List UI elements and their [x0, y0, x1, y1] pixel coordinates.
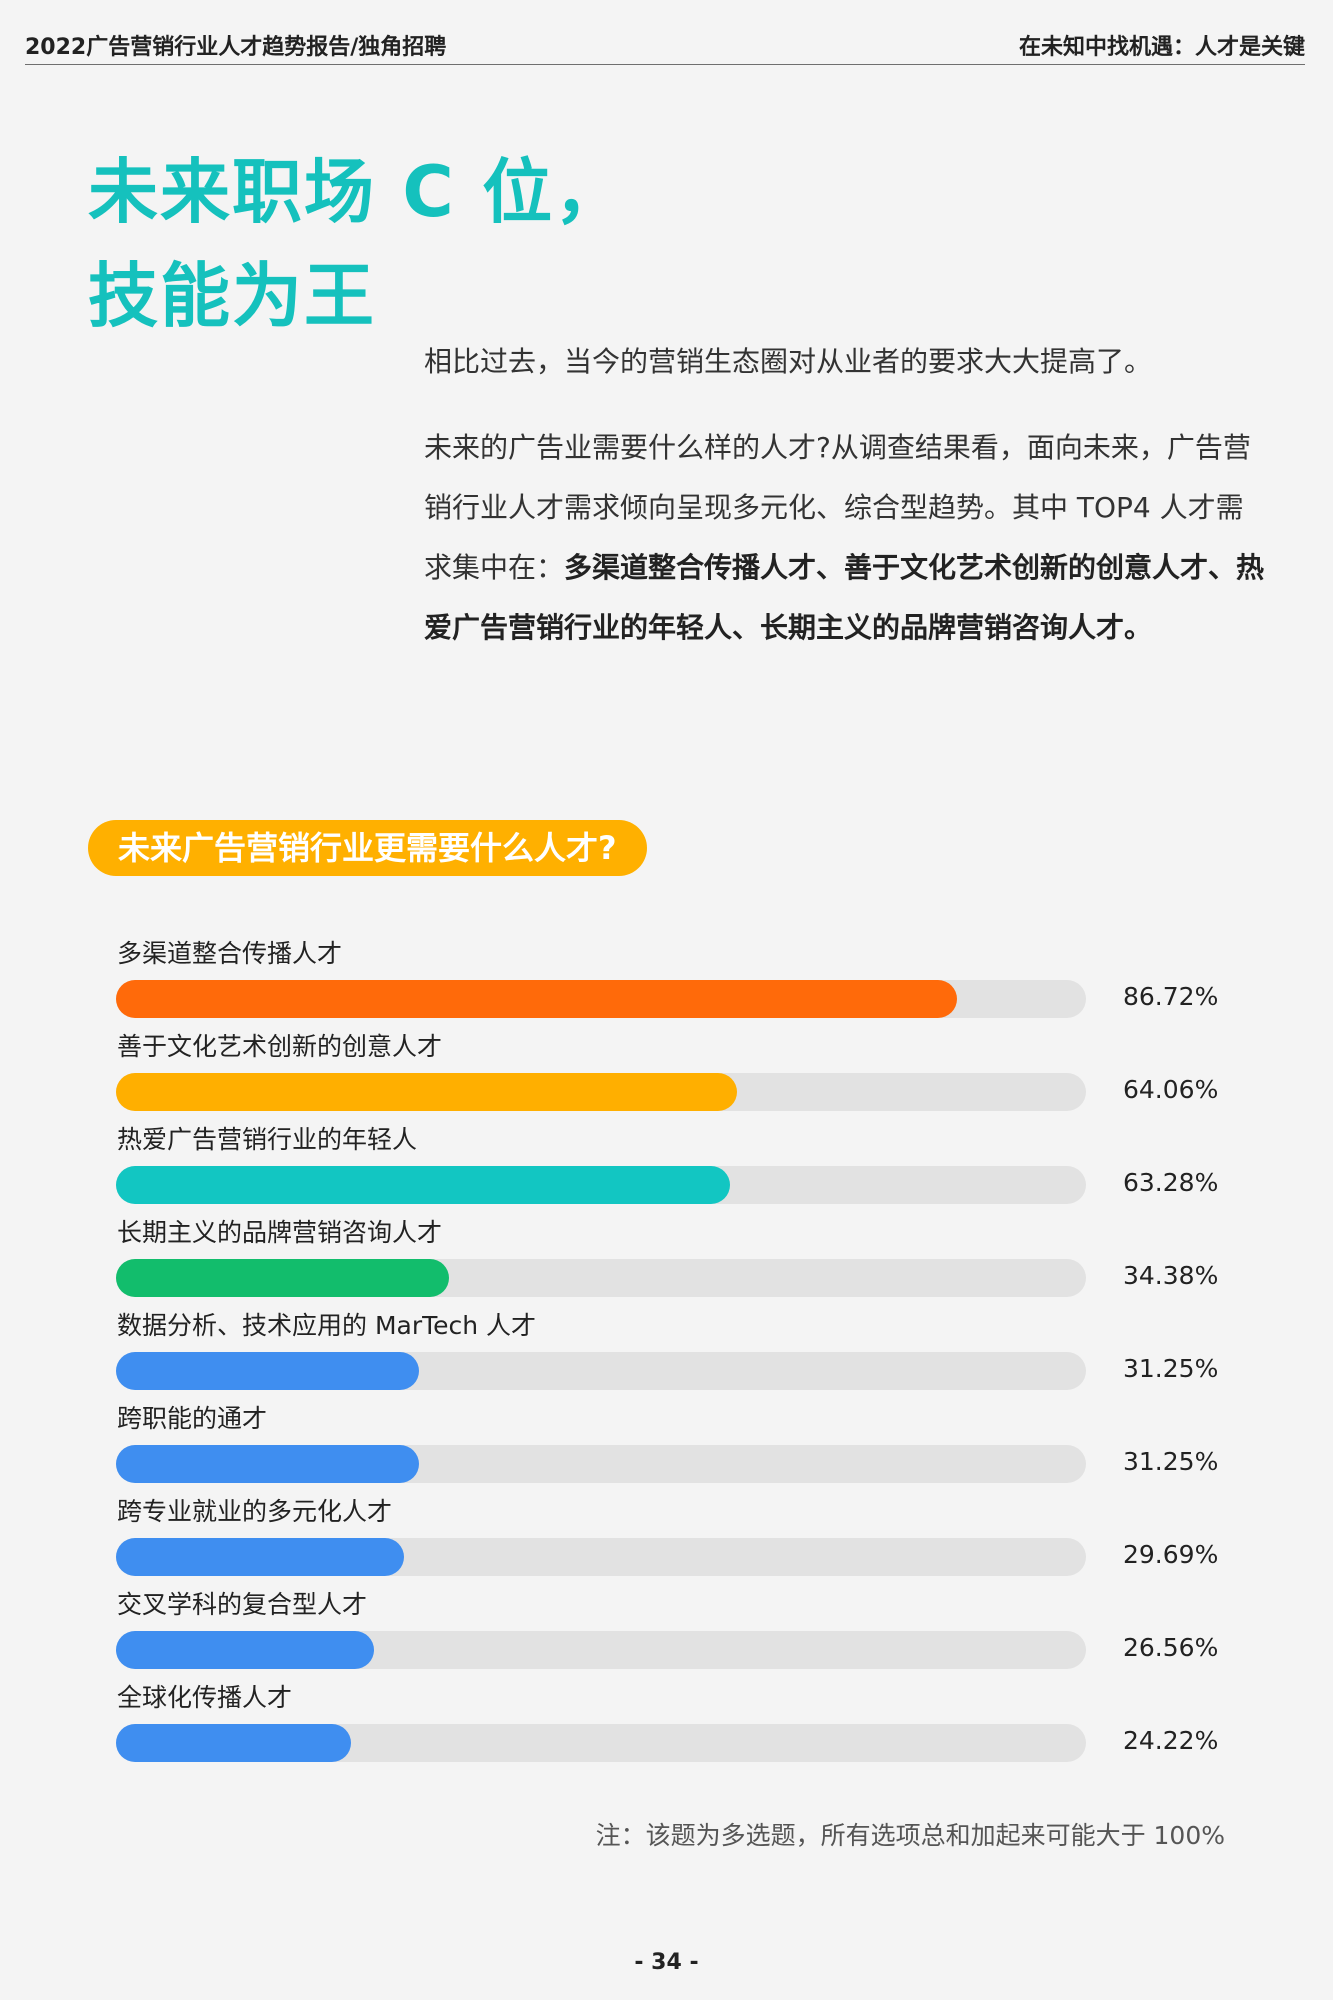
- page-title-line-2: 技能为王: [88, 255, 376, 337]
- bar-category-label: 多渠道整合传播人才: [117, 939, 343, 968]
- intro-text: 相比过去，当今的营销生态圈对从业者的要求大大提高了。 未来的广告业需要什么样的人…: [424, 332, 1266, 684]
- bar: [116, 1724, 351, 1762]
- bar-value-label: 26.56%: [1123, 1633, 1219, 1662]
- bar-track: [116, 1259, 1086, 1297]
- bar-value-label: 29.69%: [1123, 1540, 1219, 1569]
- chart-section-title: 未来广告营销行业更需要什么人才?: [88, 820, 647, 876]
- bar: [116, 1352, 420, 1390]
- bar-value-label: 31.25%: [1123, 1447, 1219, 1476]
- bar-value-label: 34.38%: [1123, 1261, 1219, 1290]
- bar-category-label: 全球化传播人才: [117, 1683, 293, 1712]
- intro-paragraph-2-text: 未来的广告业需要什么样的人才?从调查结果看，面向未来，广告营销行业人才需求倾向呈…: [424, 431, 1251, 584]
- bar-track: [116, 1538, 1086, 1576]
- page-number: - 34 -: [634, 1950, 699, 1975]
- intro-paragraph-2: 未来的广告业需要什么样的人才?从调查结果看，面向未来，广告营销行业人才需求倾向呈…: [424, 418, 1266, 658]
- page-title-line-1: 未来职场 C 位，: [88, 151, 627, 233]
- section-tagline: 在未知中找机遇：人才是关键: [1018, 35, 1305, 60]
- bar-track: [116, 1631, 1086, 1669]
- bar-track: [116, 1445, 1086, 1483]
- bar-track: [116, 1166, 1086, 1204]
- bar-value-label: 24.22%: [1123, 1726, 1219, 1755]
- bar: [116, 1538, 404, 1576]
- bar-category-label: 跨职能的通才: [117, 1404, 268, 1433]
- bar: [116, 980, 958, 1018]
- bar-track: [116, 1352, 1086, 1390]
- bar-value-label: 63.28%: [1123, 1168, 1219, 1197]
- bar-track: [116, 1073, 1086, 1111]
- page-header: 2022广告营销行业人才趋势报告/独角招聘 在未知中找机遇：人才是关键: [25, 26, 1305, 65]
- bar-value-label: 86.72%: [1123, 982, 1219, 1011]
- chart-footnote: 注：该题为多选题，所有选项总和加起来可能大于 100%: [595, 1821, 1225, 1850]
- bar-category-label: 跨专业就业的多元化人才: [117, 1497, 393, 1526]
- bar-value-label: 31.25%: [1123, 1354, 1219, 1383]
- bar: [116, 1259, 450, 1297]
- bar-category-label: 长期主义的品牌营销咨询人才: [117, 1218, 443, 1247]
- bar-category-label: 数据分析、技术应用的 MarTech 人才: [117, 1311, 537, 1340]
- intro-paragraph-1: 相比过去，当今的营销生态圈对从业者的要求大大提高了。: [424, 345, 1153, 378]
- bar: [116, 1631, 374, 1669]
- bar: [116, 1166, 730, 1204]
- bar-category-label: 热爱广告营销行业的年轻人: [117, 1125, 418, 1154]
- intro-paragraph-2-highlight: 多渠道整合传播人才、善于文化艺术创新的创意人才、热爱广告营销行业的年轻人、长期主…: [424, 551, 1265, 644]
- bar-track: [116, 1724, 1086, 1762]
- page-title: 未来职场 C 位， 技能为王: [88, 140, 626, 348]
- bar-value-label: 64.06%: [1123, 1075, 1219, 1104]
- bar-category-label: 交叉学科的复合型人才: [117, 1590, 368, 1619]
- bar-category-label: 善于文化艺术创新的创意人才: [117, 1032, 443, 1061]
- report-title: 2022广告营销行业人才趋势报告/独角招聘: [25, 35, 447, 60]
- bar: [116, 1073, 738, 1111]
- bar-track: [116, 980, 1086, 1018]
- bar: [116, 1445, 420, 1483]
